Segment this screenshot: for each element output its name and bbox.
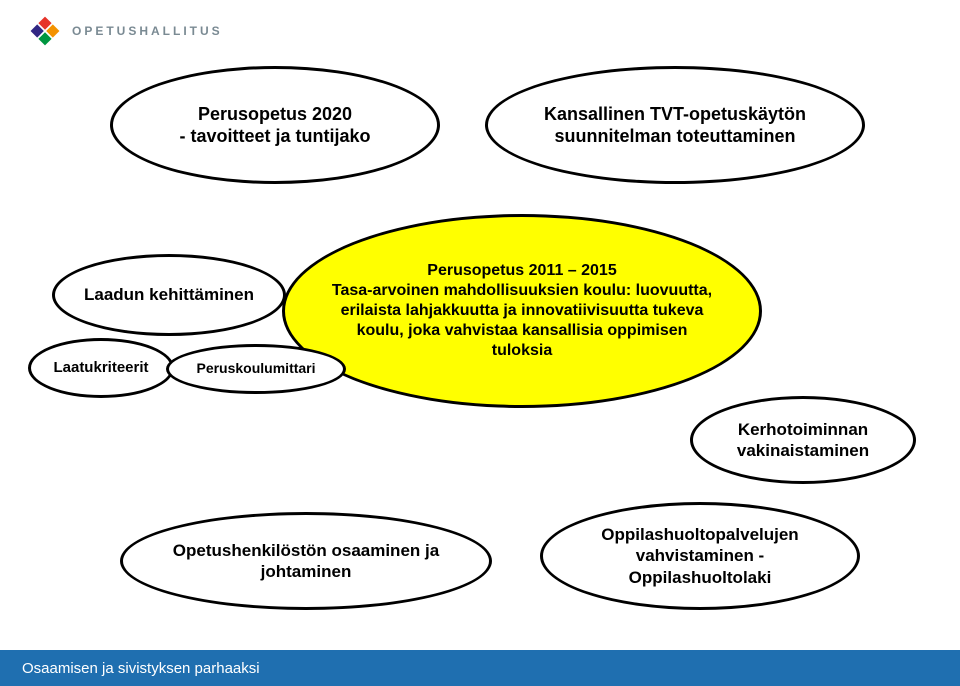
brand-logo: OPETUSHALLITUS [28,14,223,48]
brand-name: OPETUSHALLITUS [72,24,223,38]
ellipse-oppilashuolto: Oppilashuoltopalvelujenvahvistaminen -Op… [540,502,860,610]
diamond-icon [28,14,62,48]
ellipse-laadun-kehittaminen: Laadun kehittäminen [52,254,286,336]
ellipse-perusopetus-2020: Perusopetus 2020- tavoitteet ja tuntijak… [110,66,440,184]
ellipse-tvt-suunnitelma: Kansallinen TVT-opetuskäytönsuunnitelman… [485,66,865,184]
ellipse-opetushenkilosto: Opetushenkilöstön osaaminen jajohtaminen [120,512,492,610]
footer-text: Osaamisen ja sivistyksen parhaaksi [22,660,260,677]
ellipse-peruskoulumittari: Peruskoulumittari [166,344,346,394]
ellipse-perusopetus-2011-2015: Perusopetus 2011 – 2015Tasa-arvoinen mah… [282,214,762,408]
footer-bar: Osaamisen ja sivistyksen parhaaksi [0,650,960,686]
slide: { "brand": { "name": "OPETUSHALLITUS" },… [0,0,960,686]
ellipse-laatukriteerit: Laatukriteerit [28,338,174,398]
ellipse-kerhotoiminta: Kerhotoiminnanvakinaistaminen [690,396,916,484]
